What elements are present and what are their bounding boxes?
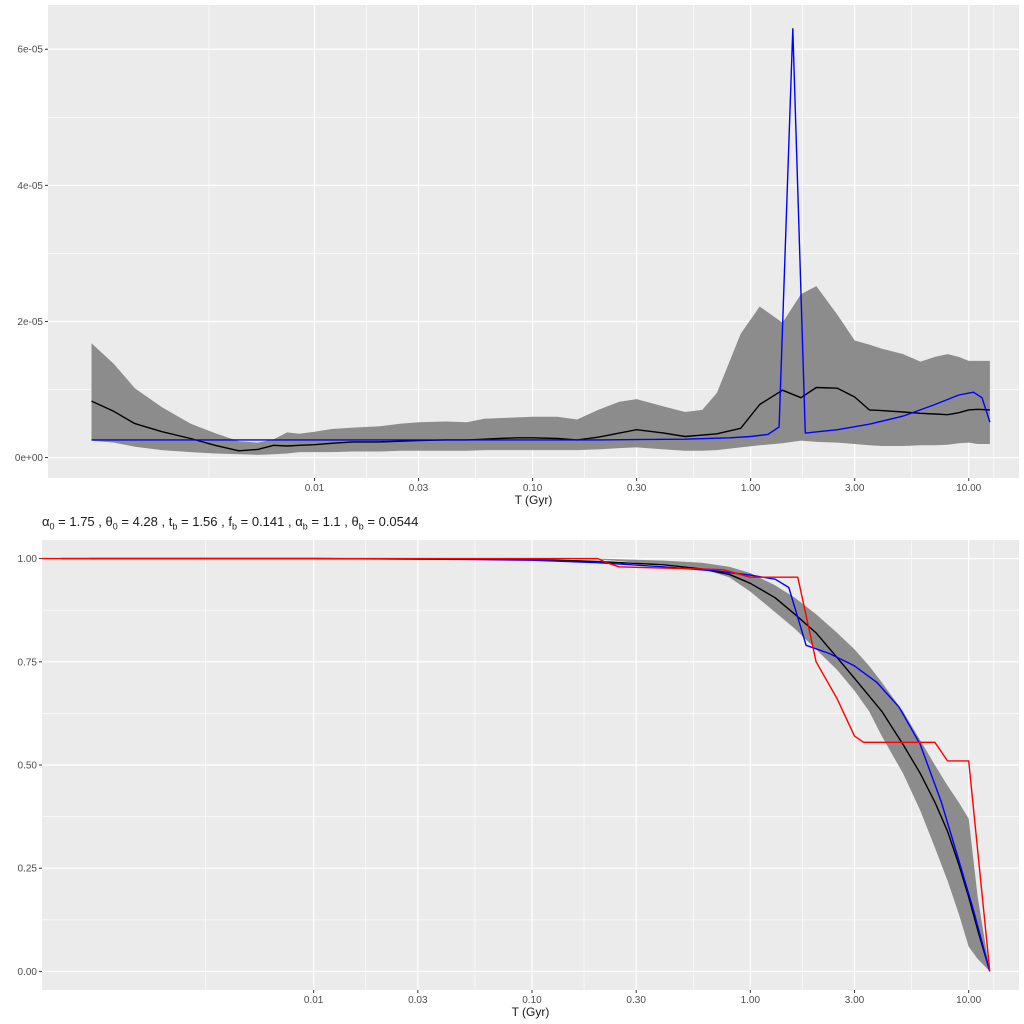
x-tick-label: 0.01 [304, 995, 324, 1006]
x-tick-label: 0.30 [627, 483, 647, 494]
y-tick-label: 1.00 [18, 554, 38, 565]
x-tick-label: 10.00 [956, 483, 981, 494]
x-tick-label: 0.03 [409, 483, 429, 494]
y-tick-label: 0.75 [18, 657, 38, 668]
y-tick-label: 0.25 [18, 864, 38, 875]
alphab-label: α [295, 514, 303, 529]
thetab-value: = 0.0544 [367, 514, 419, 529]
x-tick-label: 3.00 [845, 483, 865, 494]
theta0-label: θ [105, 514, 113, 529]
thetab-sub: b [358, 521, 364, 532]
y-tick-label: 2e-05 [17, 317, 43, 328]
x-tick-label: 3.00 [845, 995, 865, 1006]
x-tick-label: 1.00 [741, 995, 761, 1006]
x-axis-title: T (Gyr) [515, 493, 553, 507]
thetab-label: θ [351, 514, 359, 529]
chart-panel-top: 0e+00 2e-05 4e-05 6e-05 0.01 0.03 0.10 0.30 1.00… [15, 5, 1019, 507]
alphab-sub: b [302, 521, 308, 532]
tb-label: t [168, 514, 173, 529]
chart-panel-bottom: 0.00 0.25 0.50 0.75 1.00 0.01 0.03 0.10 0.30 1.00… [18, 540, 1019, 1019]
x-tick-label: 1.00 [741, 483, 761, 494]
theta0-value: = 4.28 , [121, 514, 166, 529]
x-tick-label: 0.10 [522, 995, 542, 1006]
x-axis-title: T (Gyr) [512, 1005, 550, 1019]
model-line [90, 557, 991, 972]
alphab-value: = 1.1 , [311, 514, 348, 529]
y-tick-label: 0e+00 [15, 453, 44, 464]
model-line [91, 28, 991, 441]
y-tick-label: 6e-05 [17, 45, 43, 56]
tb-sub: b [172, 521, 178, 532]
y-tick-label: 0.00 [18, 967, 38, 978]
x-tick-label: 10.00 [956, 995, 981, 1006]
data-line [42, 557, 991, 972]
alpha0-sub: 0 [49, 521, 55, 532]
y-tick-label: 0.50 [18, 761, 38, 772]
alpha0-label: α [42, 514, 50, 529]
y-tick-label: 4e-05 [17, 181, 43, 192]
median-line [61, 557, 991, 972]
fb-value: = 0.141 , [240, 514, 292, 529]
x-tick-label: 0.03 [408, 995, 428, 1006]
alpha0-value: = 1.75 , [58, 514, 102, 529]
tb-value: = 1.56 , [181, 514, 225, 529]
parameter-subtitle: α0 = 1.75 , θ0 = 4.28 , tb = 1.56 , fb =… [42, 514, 418, 532]
confidence-band [91, 286, 990, 455]
x-tick-label: 0.10 [523, 483, 543, 494]
fb-label: f [228, 514, 232, 529]
fb-sub: b [232, 521, 238, 532]
x-tick-label: 0.30 [626, 995, 646, 1006]
x-tick-label: 0.01 [305, 483, 325, 494]
theta0-sub: 0 [112, 521, 118, 532]
